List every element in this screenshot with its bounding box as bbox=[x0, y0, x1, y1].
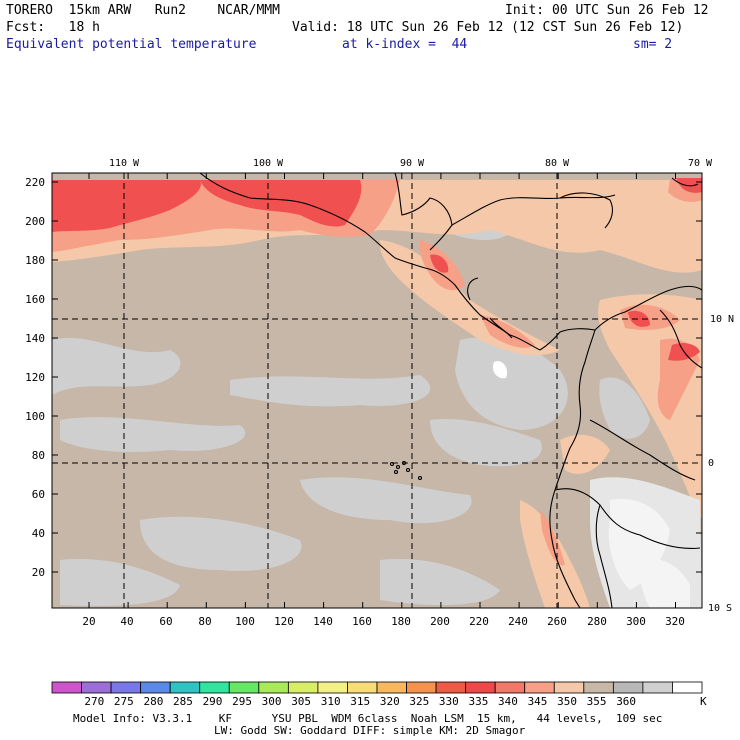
colorbar-tick-label: 360 bbox=[616, 695, 636, 708]
smoothing-label: sm= 2 bbox=[633, 37, 673, 52]
y-tick-label: 120 bbox=[25, 371, 45, 384]
colorbar-swatch bbox=[583, 681, 614, 694]
colorbar-tick-label: 305 bbox=[291, 695, 311, 708]
y-tick-label: 40 bbox=[32, 527, 45, 540]
x-tick-label: 100 bbox=[235, 615, 255, 628]
x-tick-label: 140 bbox=[313, 615, 333, 628]
colorbar-swatch bbox=[110, 681, 142, 694]
colorbar-swatch bbox=[612, 681, 644, 694]
colorbar-swatch bbox=[81, 681, 112, 694]
x-tick-label: 260 bbox=[547, 615, 567, 628]
colorbar-tick-label: 320 bbox=[380, 695, 400, 708]
colorbar-tick-label: 335 bbox=[468, 695, 488, 708]
valid-time: Valid: 18 UTC Sun 26 Feb 12 (12 CST Sun … bbox=[292, 20, 684, 35]
colorbar-swatch bbox=[258, 681, 289, 694]
colorbar-swatch bbox=[553, 681, 585, 694]
longitude-label: 100 W bbox=[253, 158, 284, 169]
y-tick-label: 20 bbox=[32, 566, 45, 579]
graticule bbox=[52, 173, 702, 608]
longitude-label: 70 W bbox=[688, 158, 713, 169]
x-tick-label: 160 bbox=[352, 615, 372, 628]
colorbar-swatch bbox=[317, 681, 348, 694]
colorbar-tick-label: 330 bbox=[439, 695, 459, 708]
colorbar bbox=[51, 681, 703, 694]
colorbar-swatch bbox=[287, 681, 319, 694]
x-tick-label: 220 bbox=[469, 615, 489, 628]
latitude-label: 0 bbox=[708, 458, 714, 469]
x-tick-label: 240 bbox=[508, 615, 528, 628]
colorbar-swatch bbox=[435, 681, 467, 694]
y-tick-label: 60 bbox=[32, 488, 45, 501]
y-tick-label: 140 bbox=[25, 332, 45, 345]
colorbar-tick-label: 350 bbox=[557, 695, 577, 708]
colorbar-tick-label: 285 bbox=[173, 695, 193, 708]
colorbar-unit: K bbox=[700, 695, 707, 708]
colorbar-tick-label: 280 bbox=[143, 695, 163, 708]
colorbar-swatch bbox=[51, 681, 82, 694]
field-name: Equivalent potential temperature bbox=[6, 37, 257, 52]
colorbar-swatch bbox=[672, 681, 703, 694]
latitude-label: 10 N bbox=[710, 314, 734, 325]
latitude-label: 10 S bbox=[708, 603, 732, 614]
colorbar-swatch bbox=[199, 681, 230, 694]
longitude-label: 110 W bbox=[109, 158, 140, 169]
colorbar-swatch bbox=[140, 681, 171, 694]
colorbar-swatch bbox=[524, 681, 555, 694]
x-tick-label: 80 bbox=[198, 615, 211, 628]
x-tick-label: 280 bbox=[587, 615, 607, 628]
colorbar-tick-label: 290 bbox=[203, 695, 223, 708]
y-tick-label: 160 bbox=[25, 293, 45, 306]
colorbar-tick-label: 270 bbox=[84, 695, 104, 708]
y-tick-label: 100 bbox=[25, 410, 45, 423]
physics-info: LW: Godd SW: Goddard DIFF: simple KM: 2D… bbox=[214, 724, 526, 737]
colorbar-swatch bbox=[494, 681, 526, 694]
colorbar-tick-label: 310 bbox=[321, 695, 341, 708]
colorbar-labels: 270 275 280 285 290 295 300 305 310 315 320 325 330 3… bbox=[84, 695, 636, 708]
x-tick-label: 180 bbox=[391, 615, 411, 628]
k-index-label: at k-index = 44 bbox=[342, 37, 468, 52]
x-tick-label: 300 bbox=[626, 615, 646, 628]
longitude-label: 90 W bbox=[400, 158, 425, 169]
forecast-hour: Fcst: 18 h bbox=[6, 20, 100, 35]
coastline bbox=[199, 173, 702, 608]
colorbar-tick-label: 345 bbox=[528, 695, 548, 708]
colorbar-tick-label: 325 bbox=[409, 695, 429, 708]
colorbar-swatch bbox=[376, 681, 407, 694]
colorbar-tick-label: 295 bbox=[232, 695, 252, 708]
longitude-label: 80 W bbox=[545, 158, 570, 169]
y-tick-label: 200 bbox=[25, 215, 45, 228]
colorbar-swatch bbox=[406, 681, 437, 694]
x-tick-label: 40 bbox=[120, 615, 133, 628]
model-info: Model Info: V3.3.1 KF YSU PBL WDM 6class… bbox=[73, 712, 663, 725]
x-tick-label: 60 bbox=[159, 615, 172, 628]
y-tick-label: 220 bbox=[25, 176, 45, 189]
colorbar-tick-label: 275 bbox=[114, 695, 134, 708]
y-tick-label: 80 bbox=[32, 449, 45, 462]
colorbar-swatch bbox=[169, 681, 201, 694]
x-tick-label: 200 bbox=[430, 615, 450, 628]
colorbar-swatch bbox=[642, 681, 673, 694]
init-time: Init: 00 UTC Sun 26 Feb 12 bbox=[505, 3, 709, 18]
x-tick-label: 20 bbox=[82, 615, 95, 628]
theta-e-field bbox=[52, 173, 702, 608]
colorbar-swatch bbox=[465, 681, 496, 694]
y-tick-label: 180 bbox=[25, 254, 45, 267]
run-title: TORERO 15km ARW Run2 NCAR/MMM bbox=[6, 3, 280, 18]
plot-frame bbox=[51, 172, 703, 609]
colorbar-swatch bbox=[347, 681, 378, 694]
colorbar-tick-label: 300 bbox=[262, 695, 282, 708]
x-tick-label: 120 bbox=[274, 615, 294, 628]
colorbar-tick-label: 355 bbox=[587, 695, 607, 708]
colorbar-tick-label: 340 bbox=[498, 695, 518, 708]
x-tick-label: 320 bbox=[665, 615, 685, 628]
colorbar-swatch bbox=[228, 681, 260, 694]
colorbar-tick-label: 315 bbox=[350, 695, 370, 708]
